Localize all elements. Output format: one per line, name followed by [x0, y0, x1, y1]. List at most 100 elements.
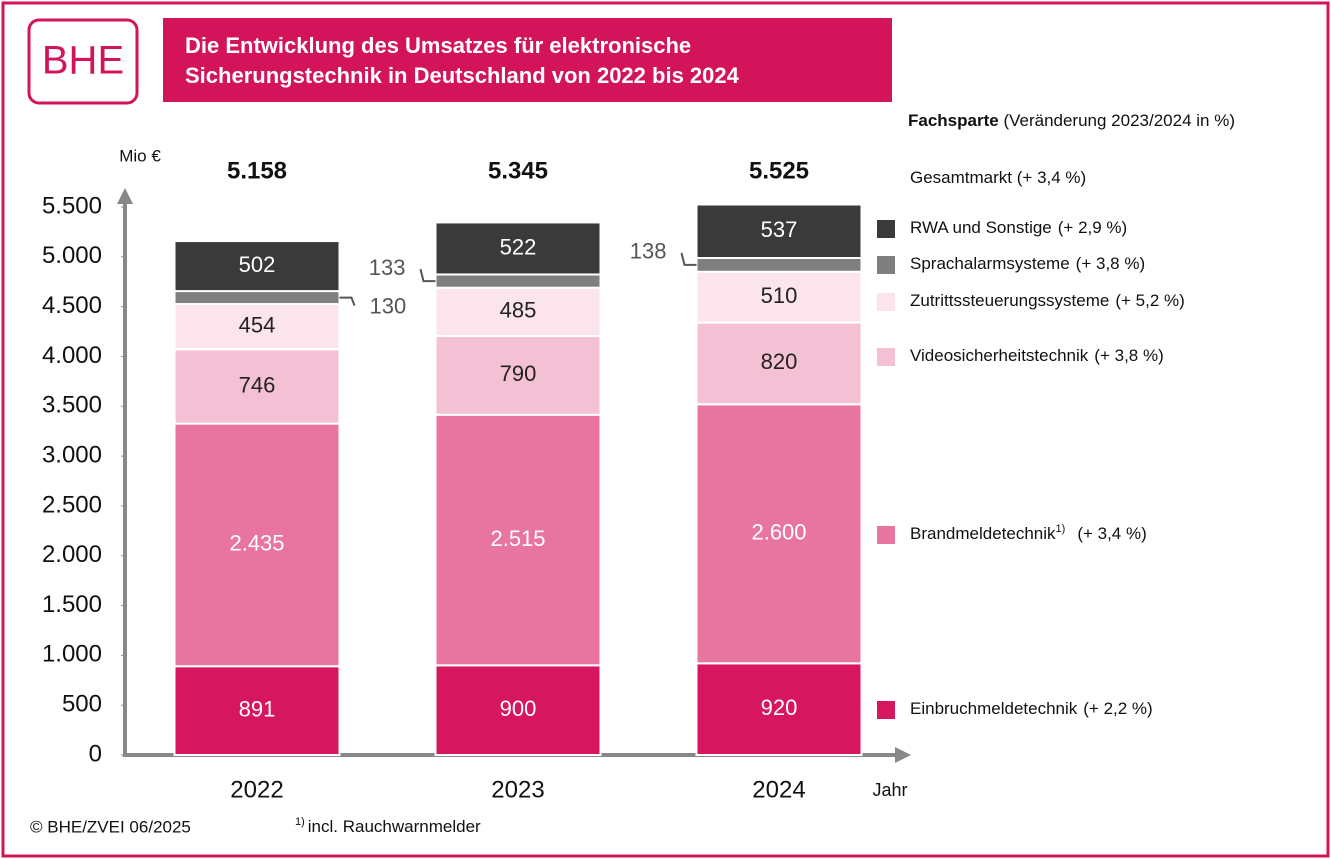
legend-swatch — [877, 348, 895, 366]
bar-segment — [173, 422, 341, 668]
legend-note: 1) — [1056, 523, 1066, 535]
legend-name: RWA und Sonstige — [910, 218, 1052, 237]
legend-swatch — [877, 701, 895, 719]
footnote-text: incl. Rauchwarnmelder — [308, 817, 481, 836]
legend-name: Sprachalarmsysteme — [910, 254, 1070, 273]
value-label: 485 — [500, 298, 537, 323]
legend-total-name: Gesamtmarkt — [910, 168, 1012, 187]
legend-entry: RWA und Sonstige (+ 2,9 %) — [910, 218, 1127, 237]
value-label: 130 — [370, 293, 407, 318]
y-tick-label: 500 — [62, 691, 102, 718]
legend-name: Zutrittssteuerungssysteme — [910, 291, 1109, 310]
value-label: 537 — [761, 217, 798, 242]
value-label: 133 — [369, 255, 406, 280]
legend-swatch — [877, 256, 895, 274]
legend-change: (+ 2,2 %) — [1083, 699, 1152, 718]
chart-title: Sicherungstechnik in Deutschland von 202… — [185, 63, 740, 88]
y-tick-label: 2.500 — [42, 491, 102, 518]
bar-segment — [434, 335, 602, 416]
legend-entry: Sprachalarmsysteme (+ 3,8 %) — [910, 254, 1145, 273]
bar-segment — [173, 240, 341, 293]
legend-swatch — [877, 526, 895, 544]
bar-segment — [695, 662, 863, 756]
value-label: 2.435 — [229, 531, 284, 556]
legend-title: Fachsparte (Veränderung 2023/2024 in %) — [908, 111, 1235, 130]
legend-change: (+ 3,8 %) — [1094, 346, 1163, 365]
footnote-mark: 1) — [295, 816, 305, 828]
value-label: 510 — [761, 283, 798, 308]
value-label: 746 — [239, 372, 276, 397]
legend-entry: Videosicherheitstechnik (+ 3,8 %) — [910, 346, 1164, 365]
bar-segment — [434, 286, 602, 338]
y-tick-label: 5.000 — [42, 242, 102, 269]
y-tick-label: 2.000 — [42, 541, 102, 568]
y-tick-label: 1.500 — [42, 591, 102, 618]
value-label: 502 — [239, 252, 276, 277]
y-tick-label: 1.000 — [42, 641, 102, 668]
legend-entry: Zutrittssteuerungssysteme (+ 5,2 %) — [910, 291, 1185, 310]
y-tick-label: 5.500 — [42, 192, 102, 219]
legend-change: (+ 3,4 %) — [1077, 524, 1146, 543]
y-tick-label: 3.500 — [42, 392, 102, 419]
legend-total: Gesamtmarkt (+ 3,4 %) — [910, 168, 1086, 187]
leader-line — [419, 268, 436, 283]
x-axis-label: Jahr — [872, 780, 907, 800]
bar-segment — [173, 665, 341, 756]
bar-segment — [173, 303, 341, 351]
total-label: 5.345 — [488, 157, 548, 184]
x-tick-label: 2023 — [491, 776, 544, 803]
logo: BHE — [42, 39, 124, 83]
legend-total-change: (+ 3,4 %) — [1017, 168, 1086, 187]
footnote: 1) incl. Rauchwarnmelder — [295, 816, 481, 837]
value-label: 900 — [500, 696, 537, 721]
legend-name: Brandmeldetechnik — [910, 524, 1056, 543]
bar-segment — [434, 273, 602, 289]
legend-change: (+ 2,9 %) — [1058, 218, 1127, 237]
value-label: 522 — [500, 234, 537, 259]
chart-title: Die Entwicklung des Umsatzes für elektro… — [185, 33, 691, 58]
x-axis-arrow — [895, 747, 911, 763]
bar-segment — [434, 221, 602, 276]
value-label: 138 — [630, 239, 667, 264]
legend-name: Einbruchmeldetechnik — [910, 699, 1078, 718]
legend-change: (+ 3,8 %) — [1076, 254, 1145, 273]
value-label: 2.600 — [751, 520, 806, 545]
value-label: 891 — [239, 696, 276, 721]
source: © BHE/ZVEI 06/2025 — [30, 817, 191, 836]
legend-entry: Einbruchmeldetechnik (+ 2,2 %) — [910, 699, 1153, 718]
legend-name: Videosicherheitstechnik — [910, 346, 1089, 365]
bar-segment — [695, 403, 863, 665]
y-tick-label: 4.500 — [42, 292, 102, 319]
total-label: 5.525 — [749, 157, 809, 184]
x-tick-label: 2022 — [230, 776, 283, 803]
y-tick-label: 3.000 — [42, 441, 102, 468]
total-label: 5.158 — [227, 157, 287, 184]
bar-segment — [695, 270, 863, 324]
legend-swatch — [877, 293, 895, 311]
value-label: 920 — [761, 695, 798, 720]
leader-line — [339, 296, 356, 306]
x-tick-label: 2024 — [752, 776, 805, 803]
bar-segment — [695, 321, 863, 406]
logo-box — [27, 18, 139, 105]
y-tick-label: 4.000 — [42, 342, 102, 369]
legend-entry: Brandmeldetechnik1) (+ 3,4 %) — [910, 523, 1147, 544]
value-label: 454 — [239, 312, 276, 337]
legend-swatch — [877, 220, 895, 238]
value-label: 790 — [500, 361, 537, 386]
bar-segment — [695, 257, 863, 273]
value-label: 2.515 — [490, 526, 545, 551]
bar-segment — [434, 413, 602, 667]
bar-segment — [173, 290, 341, 306]
y-axis-label: Mio € — [119, 146, 161, 165]
value-label: 820 — [761, 349, 798, 374]
legend-change: (+ 5,2 %) — [1115, 291, 1184, 310]
bar-segment — [695, 203, 863, 260]
legend-subtitle: (Veränderung 2023/2024 in %) — [1003, 111, 1235, 130]
bar-segment — [173, 348, 341, 425]
y-tick-label: 0 — [89, 740, 102, 767]
legend-title: Fachsparte — [908, 111, 999, 130]
leader-line — [680, 252, 697, 266]
